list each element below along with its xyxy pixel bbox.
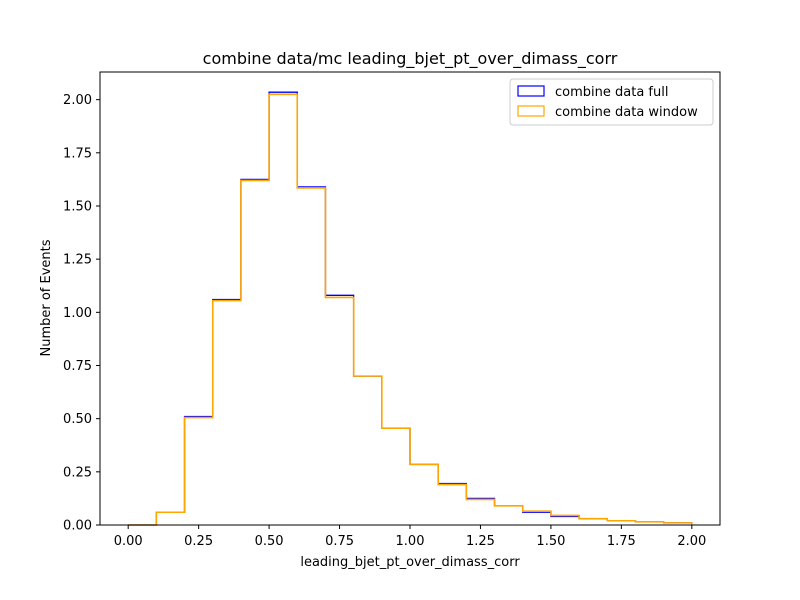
- x-axis: 0.00 0.25 0.50 0.75 1.00 1.25 1.50 1.75 2.00: [114, 525, 706, 549]
- x-tick-label: 1.00: [396, 534, 425, 549]
- y-tick-label: 0.75: [63, 359, 92, 374]
- x-axis-label: leading_bjet_pt_over_dimass_corr: [300, 555, 520, 570]
- x-tick-label: 2.00: [677, 534, 706, 549]
- legend-swatch-window: [517, 105, 545, 117]
- series-layer: [128, 91, 693, 526]
- y-tick-label: 2.00: [63, 93, 92, 108]
- y-tick-label: 0.00: [63, 519, 92, 534]
- y-tick-label: 0.50: [63, 412, 92, 427]
- x-tick-label: 0.50: [255, 534, 284, 549]
- chart-title: combine data/mc leading_bjet_pt_over_dim…: [203, 49, 618, 69]
- legend: combine data full combine data window: [509, 78, 714, 126]
- y-axis: 0.00 0.25 0.50 0.75 1.00 1.25 1.50 1.75 2.00: [63, 93, 100, 534]
- y-tick-label: 1.75: [63, 146, 92, 161]
- legend-swatch-full: [517, 85, 545, 97]
- x-tick-label: 1.25: [466, 534, 495, 549]
- plot-frame: [99, 71, 721, 526]
- y-axis-label: Number of Events: [39, 239, 54, 356]
- legend-box: [509, 78, 714, 126]
- x-tick-label: 0.75: [325, 534, 354, 549]
- y-tick-label: 0.25: [63, 465, 92, 480]
- legend-label-window: combine data window: [555, 105, 698, 120]
- y-tick-label: 1.25: [63, 253, 92, 268]
- x-tick-label: 0.25: [184, 534, 213, 549]
- y-tick-label: 1.00: [63, 306, 92, 321]
- series-window-outline: [128, 93, 693, 526]
- y-tick-label: 1.50: [63, 199, 92, 214]
- x-tick-label: 0.00: [114, 534, 143, 549]
- x-tick-label: 1.50: [536, 534, 565, 549]
- legend-label-full: combine data full: [555, 85, 668, 100]
- x-tick-label: 1.75: [607, 534, 636, 549]
